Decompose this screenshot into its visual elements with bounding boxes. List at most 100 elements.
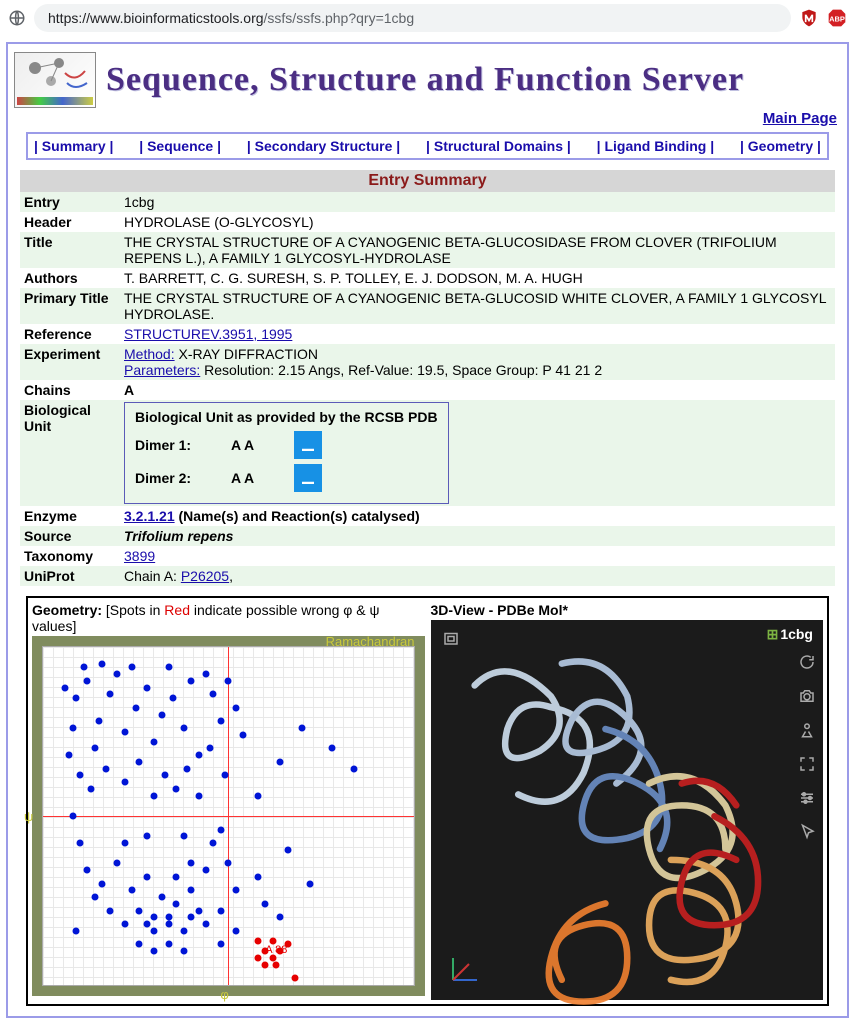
plot-point xyxy=(262,961,269,968)
axes-gizmo-icon xyxy=(443,950,483,990)
plot-point xyxy=(188,860,195,867)
nav-tabs: | Summary | | Sequence | | Secondary Str… xyxy=(26,132,829,160)
plot-point xyxy=(173,785,180,792)
main-page-link[interactable]: Main Page xyxy=(763,110,837,127)
plot-point xyxy=(195,792,202,799)
download-icon[interactable] xyxy=(294,464,322,492)
method-label[interactable]: Method: xyxy=(124,346,175,362)
mol-viewer[interactable]: ⊞1cbg xyxy=(431,620,824,1000)
plot-point xyxy=(73,694,80,701)
plot-point xyxy=(106,907,113,914)
url-origin: https://www.bioinformaticstools.org xyxy=(48,10,264,26)
plot-point xyxy=(114,671,121,678)
plot-point xyxy=(69,813,76,820)
params-label[interactable]: Parameters: xyxy=(124,362,200,378)
tab-domains[interactable]: | Structural Domains | xyxy=(420,134,577,158)
url-field[interactable]: https://www.bioinformaticstools.org/ssfs… xyxy=(34,4,791,32)
plot-point xyxy=(165,664,172,671)
plot-point xyxy=(184,765,191,772)
dimer-2-row: Dimer 2: A A xyxy=(135,464,438,492)
geometry-heading: Geometry: [Spots in Red indicate possibl… xyxy=(32,602,425,634)
authors-value: T. BARRETT, C. G. SURESH, S. P. TOLLEY, … xyxy=(120,268,835,288)
download-icon[interactable] xyxy=(294,431,322,459)
plot-point xyxy=(136,907,143,914)
plot-point xyxy=(206,745,213,752)
globe-icon xyxy=(8,9,26,27)
entry-summary-table: Entry Summary Entry1cbg HeaderHYDROLASE … xyxy=(20,170,835,586)
tab-summary[interactable]: | Summary | xyxy=(28,134,119,158)
plot-point xyxy=(277,758,284,765)
plot-point xyxy=(221,772,228,779)
tab-sequence[interactable]: | Sequence | xyxy=(133,134,227,158)
reference-link[interactable]: STRUCTUREV.3951, 1995 xyxy=(124,326,292,342)
mcafee-icon[interactable] xyxy=(799,8,819,28)
bu-title: Biological Unit as provided by the RCSB … xyxy=(135,409,438,425)
plot-point xyxy=(273,961,280,968)
source-value: Trifolium repens xyxy=(120,526,835,546)
plot-point xyxy=(143,684,150,691)
plot-point xyxy=(128,887,135,894)
plot-point xyxy=(306,880,313,887)
plot-point xyxy=(180,833,187,840)
plot-point xyxy=(162,772,169,779)
uniprot-link[interactable]: P26205 xyxy=(181,568,229,584)
enzyme-link[interactable]: 3.2.1.21 xyxy=(124,508,175,524)
plot-point xyxy=(328,745,335,752)
summary-caption: Entry Summary xyxy=(20,170,835,192)
header-value: HYDROLASE (O-GLYCOSYL) xyxy=(120,212,835,232)
title-label: Title xyxy=(20,232,120,268)
reference-label: Reference xyxy=(20,324,120,344)
plot-point xyxy=(99,660,106,667)
plot-point xyxy=(121,779,128,786)
plot-point xyxy=(102,765,109,772)
url-path: /ssfs/ssfs.php?qry=1cbg xyxy=(264,10,415,26)
plot-point xyxy=(143,873,150,880)
plot-point xyxy=(91,745,98,752)
plot-point xyxy=(210,691,217,698)
plot-point xyxy=(188,914,195,921)
plot-point xyxy=(151,914,158,921)
plot-point xyxy=(73,927,80,934)
banner-title: Sequence, Structure and Function Server xyxy=(106,61,744,99)
banner: Sequence, Structure and Function Server xyxy=(8,44,847,110)
plot-point xyxy=(106,691,113,698)
title-value: THE CRYSTAL STRUCTURE OF A CYANOGENIC BE… xyxy=(120,232,835,268)
experiment-label: Experiment xyxy=(20,344,120,380)
plot-point xyxy=(132,704,139,711)
plot-point xyxy=(121,728,128,735)
adblock-icon[interactable]: ABP xyxy=(827,8,847,28)
authors-label: Authors xyxy=(20,268,120,288)
plot-point xyxy=(277,914,284,921)
plot-point xyxy=(188,887,195,894)
source-label: Source xyxy=(20,526,120,546)
plot-point xyxy=(225,677,232,684)
primary-title-label: Primary Title xyxy=(20,288,120,324)
psi-axis-label: ψ xyxy=(24,809,33,824)
plot-point xyxy=(158,711,165,718)
plot-point xyxy=(158,894,165,901)
plot-point xyxy=(136,758,143,765)
plot-point xyxy=(180,948,187,955)
plot-point xyxy=(203,867,210,874)
site-logo[interactable] xyxy=(14,52,96,108)
plot-point xyxy=(121,840,128,847)
taxonomy-link[interactable]: 3899 xyxy=(124,548,155,564)
tab-secondary[interactable]: | Secondary Structure | xyxy=(241,134,406,158)
plot-point xyxy=(254,873,261,880)
plot-point xyxy=(165,941,172,948)
3d-view-heading: 3D-View - PDBe Mol* xyxy=(431,602,824,618)
biological-unit-box: Biological Unit as provided by the RCSB … xyxy=(124,402,449,504)
browser-address-bar: https://www.bioinformaticstools.org/ssfs… xyxy=(0,0,855,36)
ramachandran-plot[interactable]: Ramachandran ψ φ A 88 xyxy=(32,636,425,996)
plot-point xyxy=(210,840,217,847)
plot-point xyxy=(291,975,298,982)
plot-point xyxy=(203,921,210,928)
tab-ligand[interactable]: | Ligand Binding | xyxy=(591,134,720,158)
chains-value: A xyxy=(120,380,835,400)
plot-point xyxy=(62,684,69,691)
outlier-label: A 88 xyxy=(265,944,287,956)
plot-point xyxy=(151,792,158,799)
tab-geometry[interactable]: | Geometry | xyxy=(734,134,827,158)
biological-unit-label: Biological Unit xyxy=(20,400,120,506)
chains-label: Chains xyxy=(20,380,120,400)
